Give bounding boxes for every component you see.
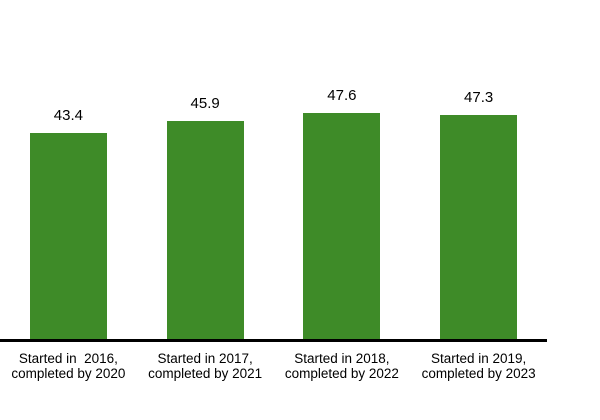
bar <box>440 115 518 339</box>
x-axis-category-label: Started in 2017, completed by 2021 <box>148 351 263 381</box>
x-axis-category-label: Started in 2016, completed by 2020 <box>11 351 126 381</box>
x-axis-category-label: Started in 2018, completed by 2022 <box>284 351 399 381</box>
x-axis-category-label: Started in 2019, completed by 2023 <box>421 351 536 381</box>
x-axis-line <box>0 339 547 342</box>
bar <box>166 121 244 339</box>
bar-value-label: 47.6 <box>327 87 357 104</box>
bar <box>303 113 381 339</box>
bar-value-label: 45.9 <box>190 95 220 112</box>
bar-value-label: 47.3 <box>464 89 494 106</box>
bar <box>29 133 107 339</box>
bar-value-label: 43.4 <box>53 107 83 124</box>
